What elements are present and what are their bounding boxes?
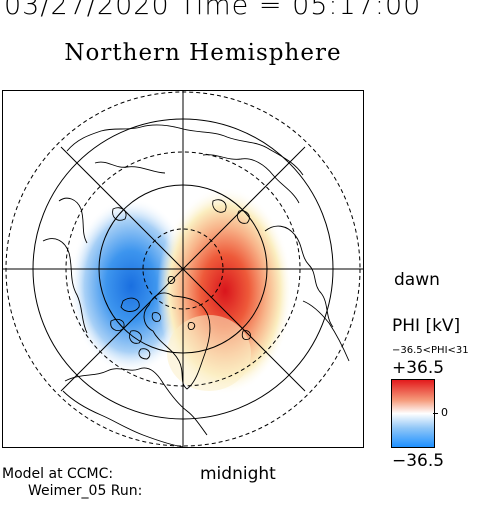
legend-zero-label: 0	[441, 406, 448, 419]
positive-potential-halo	[167, 315, 251, 391]
legend-colorbar	[391, 379, 435, 448]
legend-min-label: −36.5	[392, 451, 445, 471]
dawn-label: dawn	[394, 270, 440, 290]
legend-range-label: −36.5<PHI<31	[392, 345, 469, 356]
model-run-label: Weimer_05 Run:	[28, 483, 143, 499]
model-at-ccmc-label: Model at CCMC:	[2, 466, 114, 482]
legend-quantity-label: PHI [kV]	[392, 316, 461, 336]
legend-max-label: +36.5	[392, 358, 445, 378]
midnight-label: midnight	[200, 464, 276, 484]
meridian-diagonal-2	[60, 146, 306, 392]
polar-map-svg	[3, 91, 363, 447]
polar-map	[2, 90, 364, 448]
hemisphere-title: Northern Hemisphere	[64, 40, 342, 66]
date-time-header: 03/27/2020 Time = 05:17:00	[4, 0, 422, 21]
coastlines	[42, 124, 350, 447]
legend-zero-tick	[433, 413, 438, 414]
